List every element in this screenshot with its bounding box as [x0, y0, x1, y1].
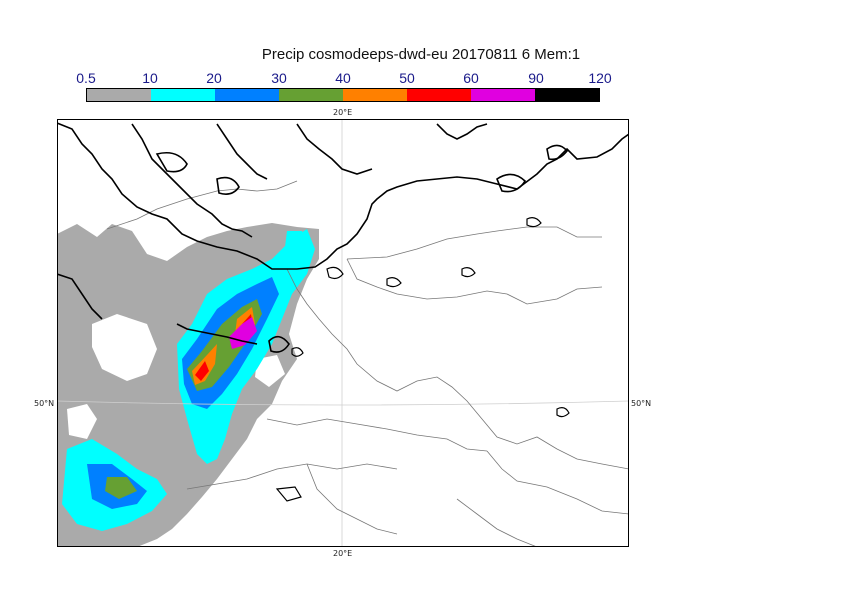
legend-label-4: 40 — [335, 70, 351, 86]
legend-label-0: 0.5 — [76, 70, 96, 86]
legend-swatch — [87, 89, 151, 101]
country-borders — [106, 180, 629, 547]
legend-swatch — [535, 89, 599, 101]
legend-swatch — [279, 89, 343, 101]
map-frame — [57, 119, 629, 547]
legend-swatch — [151, 89, 215, 101]
legend-labels: 0.5 10 20 30 40 50 60 90 120 — [0, 70, 842, 88]
legend-label-1: 10 — [142, 70, 158, 86]
legend-swatch — [471, 89, 535, 101]
coastlines — [57, 122, 629, 353]
legend-swatch — [407, 89, 471, 101]
color-legend — [86, 88, 600, 102]
graticule — [57, 119, 629, 547]
lat-label-left: 50°N — [34, 399, 55, 408]
legend-label-6: 60 — [463, 70, 479, 86]
map-title: Precip cosmodeeps-dwd-eu 20170811 6 Mem:… — [261, 46, 581, 63]
lakes — [275, 217, 570, 502]
legend-label-3: 30 — [271, 70, 287, 86]
legend-label-2: 20 — [206, 70, 222, 86]
legend-swatch — [215, 89, 279, 101]
lon-label-top: 20°E — [333, 108, 353, 117]
lon-label-bottom: 20°E — [333, 549, 353, 558]
precip-hole — [67, 314, 285, 439]
precip-area-magenta — [229, 317, 257, 349]
lat-label-right: 50°N — [631, 399, 652, 408]
legend-label-7: 90 — [528, 70, 544, 86]
legend-label-8: 120 — [588, 70, 612, 86]
legend-swatch — [343, 89, 407, 101]
precip-map — [57, 119, 629, 547]
legend-label-5: 50 — [399, 70, 415, 86]
